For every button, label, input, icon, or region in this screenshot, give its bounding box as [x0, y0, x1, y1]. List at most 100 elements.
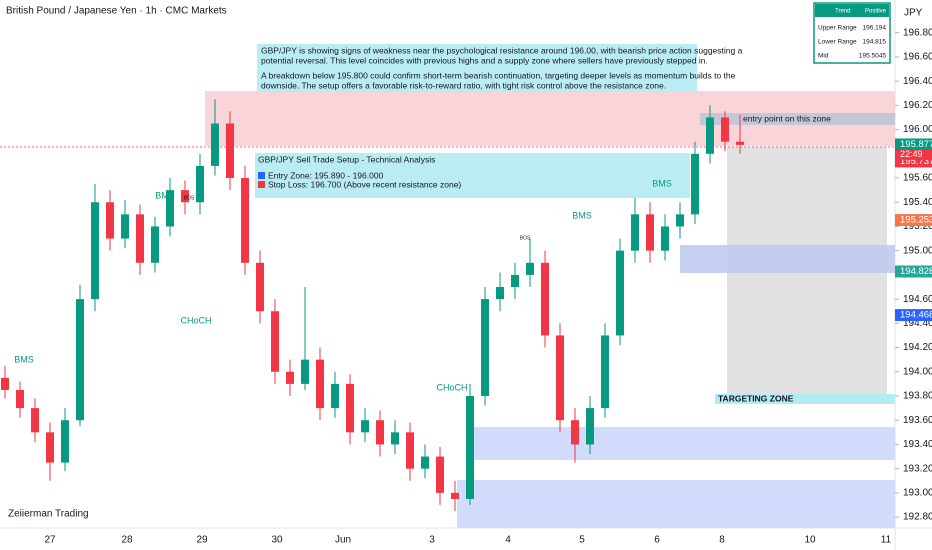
- candle-body: [571, 420, 579, 445]
- y-tick-label: 195.000: [903, 245, 932, 256]
- candle-body: [166, 190, 174, 227]
- candle-body: [76, 299, 84, 421]
- candle-body: [376, 420, 384, 445]
- structure-label: BOS: [520, 235, 531, 241]
- countdown-bg: [895, 149, 932, 160]
- candle-body: [256, 262, 264, 312]
- info-header: Positive: [865, 9, 887, 15]
- candle-body: [601, 335, 609, 409]
- y-tick-label: 196.800: [903, 27, 932, 38]
- watermark: Zeiierman Trading: [8, 509, 89, 520]
- candle-body: [91, 202, 99, 300]
- note-line: A breakdown below 195.800 could confirm …: [261, 70, 736, 80]
- structure-label: BMS: [652, 178, 672, 188]
- candle-body: [151, 226, 159, 263]
- y-tick-label: 193.800: [903, 391, 932, 402]
- x-tick-label: Jun: [335, 535, 351, 546]
- info-cell: 196.194: [863, 25, 887, 32]
- candle-body: [406, 432, 414, 469]
- entry-label: entry point on this zone: [743, 113, 831, 123]
- x-tick-label: 8: [719, 535, 725, 546]
- x-tick-label: 4: [505, 535, 511, 546]
- x-tick-label: 6: [654, 535, 660, 546]
- x-tick-label: 30: [271, 535, 283, 546]
- x-tick-label: 5: [579, 535, 585, 546]
- candle-body: [1, 377, 9, 390]
- setup-title: GBP/JPY Sell Trade Setup - Technical Ana…: [258, 154, 435, 164]
- entry-icon: [258, 172, 265, 179]
- candle-body: [61, 420, 69, 463]
- info-cell: Upper Range: [818, 25, 857, 32]
- demand-zone: [457, 480, 895, 528]
- candle-body: [661, 226, 669, 251]
- info-cell: 195.5045: [859, 53, 886, 60]
- candle-body: [106, 202, 114, 239]
- structure-label: CHoCH: [180, 315, 211, 325]
- candle-body: [316, 359, 324, 409]
- candle-body: [541, 262, 549, 336]
- y-tick-label: 196.200: [903, 100, 932, 111]
- candle-body: [526, 262, 534, 275]
- y-tick-label: 194.600: [903, 294, 932, 305]
- price-label-bg: [895, 265, 932, 278]
- stop-icon: [258, 181, 265, 188]
- structure-label: BMS: [14, 354, 34, 364]
- price-label: 195.877: [900, 139, 932, 150]
- candle-body: [391, 432, 399, 445]
- demand-zone: [680, 245, 895, 273]
- y-tick-label: 193.200: [903, 463, 932, 474]
- candle-body: [451, 492, 459, 499]
- candle-body: [121, 214, 129, 239]
- y-tick-label: 195.400: [903, 197, 932, 208]
- x-tick-label: 11: [881, 535, 892, 546]
- countdown: 22:49: [900, 149, 923, 159]
- candle-body: [421, 456, 429, 469]
- candle-body: [136, 214, 144, 263]
- candle-body: [286, 371, 294, 384]
- y-tick-label: 193.400: [903, 439, 932, 450]
- setup-box: [255, 153, 690, 198]
- candle-body: [721, 117, 729, 142]
- candle-body: [361, 420, 369, 433]
- candle-body: [241, 178, 249, 263]
- target-label: TARGETING ZONE: [718, 393, 794, 403]
- candle-body: [691, 153, 699, 215]
- candle-body: [736, 141, 744, 145]
- note-line: potential reversal. This level coincides…: [261, 55, 708, 65]
- candle-body: [586, 408, 594, 445]
- price-label: 195.737: [900, 156, 932, 167]
- x-tick-label: 10: [804, 535, 816, 546]
- target-bar: [715, 394, 895, 404]
- x-tick-label: 28: [121, 535, 133, 546]
- currency-label: JPY: [904, 8, 923, 19]
- y-tick-label: 193.000: [903, 488, 932, 499]
- entry-zone: [700, 113, 895, 125]
- structure-label: BMS: [572, 210, 592, 220]
- y-tick-label: 192.800: [903, 512, 932, 523]
- candle-body: [511, 274, 519, 288]
- x-tick-label: 27: [44, 535, 56, 546]
- candle-body: [271, 311, 279, 372]
- structure-label: BOS: [184, 195, 195, 201]
- candle-body: [676, 214, 684, 227]
- price-label-bg: [895, 214, 932, 227]
- price-label: 195.253: [900, 215, 932, 226]
- info-header: [815, 4, 889, 17]
- candle-body: [181, 190, 189, 203]
- note-line: downside. The setup offers a favorable r…: [261, 80, 666, 90]
- y-tick-label: 196.600: [903, 52, 932, 63]
- chart-title: British Pound / Japanese Yen · 1h · CMC …: [6, 6, 227, 17]
- candle-body: [646, 214, 654, 251]
- candle-body: [331, 383, 339, 409]
- candle-body: [301, 359, 309, 384]
- price-label-bg: [895, 309, 932, 322]
- price-label: 194.828: [900, 266, 932, 277]
- demand-zone: [467, 427, 895, 460]
- note-line: GBP/JPY is showing signs of weakness nea…: [261, 45, 743, 55]
- candle-body: [481, 299, 489, 396]
- price-label-bg: [895, 138, 932, 151]
- info-cell: 194.815: [863, 39, 887, 46]
- structure-label: BMS: [155, 190, 175, 200]
- setup-entry: Entry Zone: 195.890 - 196.000: [268, 170, 384, 180]
- price-label: 194.468: [900, 310, 932, 321]
